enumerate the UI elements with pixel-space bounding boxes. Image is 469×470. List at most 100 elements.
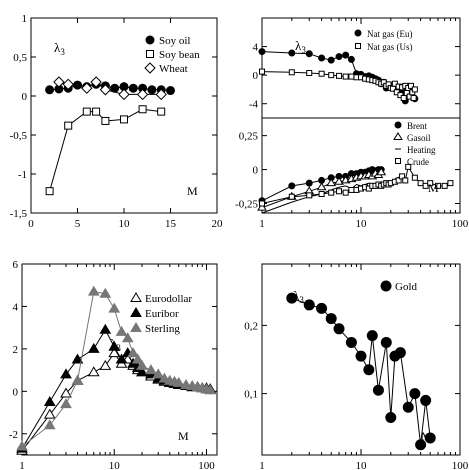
data-point (152, 368, 165, 379)
x-tick-label: 10 (119, 218, 131, 230)
series-crude (259, 163, 454, 207)
data-point (427, 180, 434, 187)
x-tick-label: 100 (452, 218, 469, 230)
data-point (71, 374, 84, 385)
data-point (92, 107, 101, 116)
legend: Soy oil Soy bean Wheat (144, 35, 200, 75)
data-point (259, 68, 265, 75)
data-point (342, 189, 349, 196)
data-point (399, 173, 406, 180)
x-tick-label: 10 (356, 460, 368, 470)
data-point (82, 107, 91, 116)
data-point (60, 368, 72, 379)
x-tick-label: 10 (356, 218, 368, 230)
y-tick-label: -2 (9, 429, 18, 441)
y-axis-label: λ3 (110, 336, 121, 353)
data-point (326, 178, 337, 187)
axis-ticks: 0 5 10 15 20 1 0,5 0 -0,5 -1 -1,5 (10, 13, 223, 230)
data-point (288, 182, 296, 190)
data-point (43, 395, 56, 406)
data-point (99, 323, 112, 334)
legend-marker (380, 280, 392, 292)
data-point (288, 193, 295, 200)
data-point (380, 336, 392, 348)
data-point (303, 299, 315, 311)
data-point (147, 85, 157, 95)
axis-ticks: 0,2 0,1 (244, 320, 460, 401)
data-point (345, 336, 357, 348)
data-point (305, 179, 313, 187)
legend-label: Heating (407, 145, 436, 155)
data-point (327, 56, 335, 64)
x-log-ticks: 1 10 100 (259, 18, 469, 230)
data-point (318, 191, 325, 197)
x-tick-label: 100 (452, 460, 469, 470)
data-point (172, 376, 185, 387)
y-tick-label: -0,5 (10, 130, 28, 142)
x-tick-label: 1 (259, 218, 265, 230)
data-point (155, 88, 167, 101)
data-point (372, 384, 384, 396)
series-soy-bean (45, 105, 166, 196)
legend: Nat gas (Eu) Nat gas (Us) (354, 29, 413, 52)
data-point (128, 83, 138, 93)
data-point (328, 72, 335, 79)
data-point (138, 105, 147, 114)
data-point (402, 401, 414, 413)
data-point (87, 285, 100, 296)
y-ticks-lower: 0,25 0 -0,25 (235, 131, 460, 211)
legend-marker (130, 322, 142, 332)
x-tick-label: 100 (198, 460, 215, 470)
data-point (402, 177, 409, 184)
series-line (291, 297, 431, 445)
series-wheat (53, 76, 167, 101)
y-tick-label: 6 (13, 259, 19, 271)
x-tick-label: 10 (109, 460, 121, 470)
data-point (395, 177, 402, 184)
data-point (64, 121, 73, 130)
data-point (306, 192, 313, 199)
legend-label: Sterling (145, 323, 180, 335)
legend-label: Crude (407, 157, 429, 167)
data-point (411, 174, 418, 181)
data-point (62, 78, 74, 91)
data-point (410, 95, 417, 101)
data-point (385, 411, 397, 423)
data-point (336, 188, 343, 195)
y-tick-label: 4 (13, 301, 19, 313)
data-point (417, 180, 424, 187)
data-point (99, 287, 112, 298)
data-point (257, 202, 267, 211)
data-point (424, 432, 436, 444)
y-tick-label: 4 (253, 42, 259, 54)
data-point (121, 332, 134, 343)
y-axis-label: λ3 (293, 288, 304, 305)
data-point (45, 187, 54, 196)
data-point (328, 189, 335, 196)
x-tick-label: 15 (165, 218, 177, 230)
data-point (306, 70, 313, 76)
legend-marker (393, 132, 403, 140)
x-axis-label: M (187, 184, 198, 198)
data-point (87, 366, 100, 377)
data-point (45, 85, 55, 95)
data-point (366, 330, 378, 342)
data-point (355, 350, 367, 362)
data-point (316, 302, 328, 314)
data-point (408, 82, 415, 89)
x-axis-label: M (428, 181, 439, 195)
data-point (411, 86, 418, 93)
y-tick-label: 0,1 (244, 389, 258, 401)
data-point (409, 388, 421, 400)
data-point (60, 398, 72, 409)
legend-label: Soy bean (159, 49, 200, 61)
legend: Eurodollar Euribor Sterling (130, 292, 192, 335)
legend-label: Gold (395, 281, 418, 293)
plot-frame-c (21, 263, 218, 456)
data-point (342, 51, 350, 59)
x-tick-label: 0 (28, 218, 34, 230)
series-gold (286, 292, 436, 451)
y-tick-label: 0 (253, 165, 259, 177)
legend-marker (146, 50, 154, 58)
